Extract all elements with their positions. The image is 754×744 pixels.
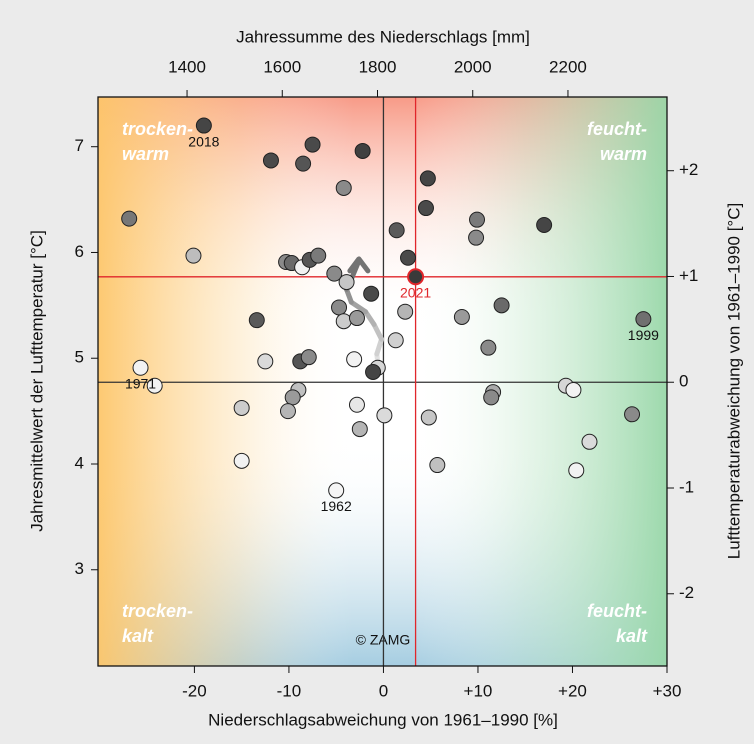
data-point [493,297,510,314]
data-point [568,462,585,479]
x2-tick-label: 1800 [359,57,397,76]
data-point [326,265,343,282]
data-point [310,247,327,264]
y-tick-label: 4 [75,453,84,472]
plot-frame [97,96,668,667]
x2-tick-label: 2000 [454,57,492,76]
x-title: Niederschlagsabweichung von 1961–1990 [%… [208,710,558,729]
data-point [453,308,470,325]
corner-label: kalt [616,626,648,646]
data-point [420,409,437,426]
x-tick-label: +20 [558,681,587,700]
data-point [262,152,279,169]
data-point [300,349,317,366]
x-tick-label: -20 [182,681,207,700]
corner-label: feucht- [587,601,647,621]
data-point [331,299,348,316]
data-point [387,332,404,349]
data-point [354,142,371,159]
corner-label: trocken- [122,601,193,621]
data-point [346,351,363,368]
data-point [635,311,652,328]
data-point [429,457,446,474]
trend-segment [362,309,377,327]
data-point [417,200,434,217]
x2-tick-label: 2200 [549,57,587,76]
trend-segment [371,321,385,342]
plot-bg-wet [98,97,667,666]
data-point [565,381,582,398]
data-point [279,403,296,420]
data-point [348,310,365,327]
x-tick-label: +30 [653,681,682,700]
data-point [295,155,312,172]
data-point [328,482,345,499]
data-point [419,170,436,187]
point-label: 2018 [188,133,219,149]
data-point [304,136,321,153]
data-point [195,117,212,134]
y2-tick-label: -1 [679,477,694,496]
data-point [468,229,485,246]
trend-segment [348,299,368,315]
y-tick-label: 3 [75,559,84,578]
data-point [185,247,202,264]
y-tick-label: 7 [75,136,84,155]
corner-label: warm [600,144,647,164]
data-point [257,353,274,370]
y-tick-label: 5 [75,348,84,367]
corner-label: kalt [122,626,154,646]
data-point [469,211,486,228]
corner-label: warm [122,144,169,164]
data-point [248,312,265,329]
data-point [407,268,425,286]
data-point [146,377,163,394]
data-point [376,407,393,424]
x-tick-label: 0 [379,681,388,700]
data-point [335,179,352,196]
trend-arrowhead [347,256,371,274]
y2-tick-label: +2 [679,160,698,179]
x-tick-label: -10 [277,681,302,700]
data-point [348,396,365,413]
point-label: 2021 [400,284,431,300]
data-point [132,359,149,376]
trend-segment [374,336,385,357]
x2-title: Jahressumme des Niederschlags [mm] [236,27,530,46]
data-point [335,313,352,330]
y2-title: Lufttemperaturabweichung von 1961–1990 [… [724,203,743,560]
y-tick-label: 6 [75,242,84,261]
data-point [365,363,382,380]
point-label: 1999 [628,327,659,343]
data-point [581,433,598,450]
point-label: 1962 [321,498,352,514]
data-point [284,389,301,406]
data-point [624,406,641,423]
data-point [388,222,405,239]
data-point [363,285,380,302]
data-point [338,274,355,291]
y2-tick-label: -2 [679,583,694,602]
data-point [480,339,497,356]
data-point [536,216,553,233]
data-point [233,399,250,416]
x2-tick-label: 1600 [263,57,301,76]
y2-tick-label: 0 [679,372,688,391]
data-point [351,421,368,438]
data-point [400,249,417,266]
x-tick-label: +10 [464,681,493,700]
data-point [121,210,138,227]
corner-label: feucht- [587,119,647,139]
data-point [397,303,414,320]
x2-tick-label: 1400 [168,57,206,76]
y2-tick-label: +1 [679,266,698,285]
point-label: 1971 [125,375,156,391]
data-point [483,389,500,406]
corner-label: trocken- [122,119,193,139]
data-point [233,452,250,469]
y-title: Jahresmittelwert der Lufttemperatur [°C] [27,230,46,532]
